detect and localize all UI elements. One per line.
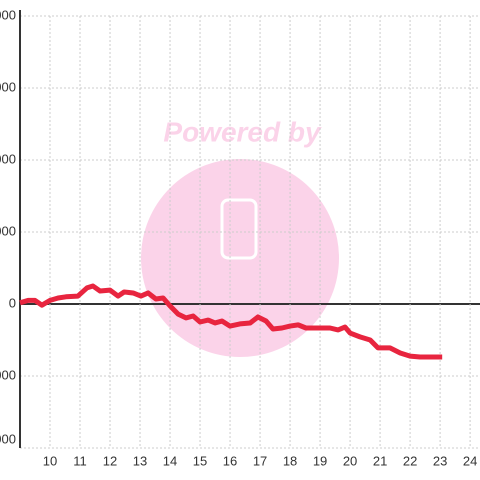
x-tick-label: 12 xyxy=(103,453,117,468)
x-tick-label: 20 xyxy=(343,453,357,468)
x-tick-label: 21 xyxy=(373,453,387,468)
y-tick-label: -3,000 xyxy=(0,367,16,382)
x-tick-label: 15 xyxy=(193,453,207,468)
y-tick-label: 9,000 xyxy=(0,79,16,94)
x-tick-label: 10 xyxy=(43,453,57,468)
x-tick-label: 13 xyxy=(133,453,147,468)
y-tick-label: 6,000 xyxy=(0,151,16,166)
x-tick-label: 17 xyxy=(253,453,267,468)
x-tick-label: 11 xyxy=(73,453,87,468)
y-tick-label: -6,000 xyxy=(0,431,16,446)
x-tick-label: 24 xyxy=(463,453,477,468)
x-tick-label: 16 xyxy=(223,453,237,468)
y-tick-label: 0 xyxy=(9,295,16,310)
x-tick-label: 19 xyxy=(313,453,327,468)
data-line xyxy=(19,283,443,360)
x-tick-label: 22 xyxy=(403,453,417,468)
watermark-icon xyxy=(220,198,258,260)
watermark-text: Powered by xyxy=(163,116,322,147)
x-tick-label: 23 xyxy=(433,453,447,468)
y-tick-label: 12,000 xyxy=(0,7,16,22)
x-tick-label: 18 xyxy=(283,453,297,468)
y-tick-label: 3,000 xyxy=(0,223,16,238)
x-tick-label: 14 xyxy=(163,453,177,468)
